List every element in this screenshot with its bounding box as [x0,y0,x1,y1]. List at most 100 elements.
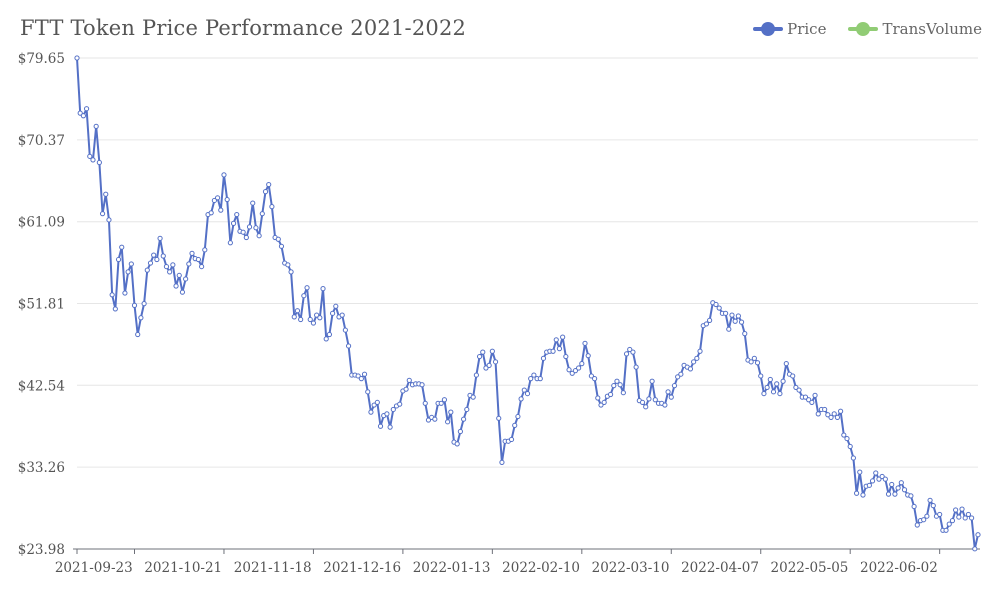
price-point[interactable] [576,365,582,371]
price-point[interactable] [671,383,678,389]
price-point[interactable] [553,337,559,343]
price-point[interactable] [617,382,623,388]
price-point[interactable] [847,443,853,450]
price-point[interactable] [403,386,409,392]
price-point[interactable] [131,302,138,308]
price-point[interactable] [722,310,729,316]
price-point[interactable] [99,211,106,217]
price-point[interactable] [454,441,460,447]
price-point[interactable] [470,394,476,400]
price-point[interactable] [103,191,109,197]
price-point[interactable] [751,355,757,361]
price-point[interactable] [301,293,307,299]
price-point[interactable] [774,381,780,387]
price-point[interactable] [307,316,313,323]
price-point[interactable] [649,378,655,384]
price-point[interactable] [777,390,783,397]
price-point[interactable] [218,207,224,213]
price-point[interactable] [508,436,515,443]
price-point[interactable] [556,346,563,352]
price-point[interactable] [74,55,80,61]
price-point[interactable] [853,490,860,496]
price-point[interactable] [361,371,368,377]
price-point[interactable] [726,326,732,332]
price-point[interactable] [668,394,674,400]
price-point[interactable] [885,491,892,497]
price-point[interactable] [310,320,317,326]
price-point[interactable] [607,391,614,398]
price-point[interactable] [419,382,425,388]
price-point[interactable] [646,396,652,402]
price-point[interactable] [879,473,885,480]
price-point[interactable] [445,419,451,425]
price-point[interactable] [438,400,444,406]
price-point[interactable] [834,414,841,421]
price-point[interactable] [972,546,978,552]
price-point[interactable] [122,290,128,296]
price-point[interactable] [924,513,930,519]
price-point[interactable] [860,492,866,498]
price-point[interactable] [314,312,320,318]
price-point[interactable] [614,378,620,384]
price-point[interactable] [234,211,240,218]
price-point[interactable] [962,515,968,521]
price-point[interactable] [754,360,761,366]
price-point[interactable] [151,252,157,258]
price-point[interactable] [969,515,975,521]
price-point[interactable] [199,263,205,270]
price-point[interactable] [326,331,333,338]
price-point[interactable] [119,244,125,250]
price-point[interactable] [358,376,364,382]
price-point[interactable] [809,399,815,406]
price-point[interactable] [486,362,492,368]
price-point[interactable] [483,365,489,371]
price-point[interactable] [729,312,735,318]
price-point[interactable] [464,406,470,413]
price-point[interactable] [167,269,173,275]
price-point[interactable] [822,406,828,413]
price-point[interactable] [898,480,904,486]
price-point[interactable] [735,313,741,319]
price-point[interactable] [77,110,83,116]
price-point[interactable] [250,200,256,206]
price-point[interactable] [572,368,579,374]
price-point[interactable] [96,159,102,166]
price-point[interactable] [831,411,837,417]
price-point[interactable] [770,389,777,395]
price-point[interactable] [186,261,192,267]
price-point[interactable] [518,396,524,402]
price-point[interactable] [125,269,131,275]
price-point[interactable] [141,301,147,307]
price-point[interactable] [748,359,754,365]
price-point[interactable] [87,153,93,159]
price-point[interactable] [908,493,914,499]
price-point[interactable] [850,455,856,461]
price-point[interactable] [975,532,981,538]
price-point[interactable] [528,376,534,382]
price-point[interactable] [937,511,943,518]
price-point[interactable] [579,361,585,367]
price-point[interactable] [793,384,799,391]
price-point[interactable] [476,353,483,360]
price-point[interactable] [448,409,454,415]
price-point[interactable] [838,408,844,414]
price-point[interactable] [275,236,281,242]
price-point[interactable] [144,267,150,273]
price-point[interactable] [221,172,227,178]
price-point[interactable] [473,372,479,378]
price-point[interactable] [259,211,265,217]
price-point[interactable] [758,373,764,379]
price-point[interactable] [531,372,537,378]
price-point[interactable] [665,389,671,395]
price-point[interactable] [106,217,112,223]
price-point[interactable] [563,353,569,360]
price-point[interactable] [176,272,182,279]
price-point[interactable] [825,412,831,418]
price-point[interactable] [499,459,505,465]
price-point[interactable] [288,269,294,275]
price-point[interactable] [291,314,297,320]
price-point[interactable] [230,220,237,226]
price-point[interactable] [154,256,160,263]
price-point[interactable] [368,409,374,415]
price-point[interactable] [592,376,598,382]
